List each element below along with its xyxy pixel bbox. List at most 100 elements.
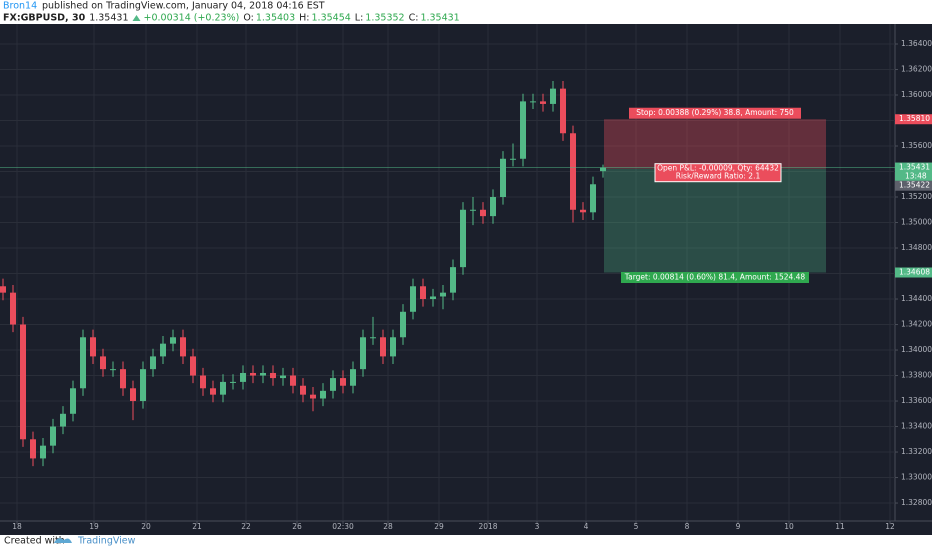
candle-body: [470, 209, 476, 211]
y-tick-label: 1.33000: [901, 473, 932, 482]
x-tick-label: 28: [383, 522, 393, 531]
candles: [0, 80, 606, 467]
entry-price-label: 1.35422: [899, 181, 930, 190]
y-tick-label: 1.33600: [901, 396, 932, 405]
candle-body: [300, 385, 306, 395]
stop-zone: [604, 119, 826, 169]
pnl-box: [654, 163, 782, 183]
x-tick-label: 29: [434, 522, 444, 531]
candle-body: [160, 343, 166, 357]
symbol: FX:GBPUSD, 30: [3, 13, 86, 24]
y-tick-label: 1.34800: [901, 243, 932, 252]
x-tick-label: 19: [89, 522, 99, 531]
candle-body: [20, 324, 26, 440]
candle-body: [180, 337, 186, 357]
candle-body: [270, 372, 276, 379]
candle-body: [60, 413, 66, 427]
candle-body: [240, 372, 246, 382]
last-price-label: 1.35431: [899, 163, 930, 172]
target-price-label: 1.34608: [899, 268, 930, 277]
candle-body: [120, 369, 126, 389]
candle-body: [310, 394, 316, 399]
candle-body: [570, 133, 576, 210]
target-zone: [604, 168, 826, 273]
y-tick-label: 1.33200: [901, 447, 932, 456]
candle-body: [200, 375, 206, 389]
candle-body: [330, 378, 336, 391]
candle-body: [530, 101, 536, 103]
y-tick-label: 1.34000: [901, 345, 932, 354]
ohlc-value: 1.35352: [365, 13, 404, 24]
candle-body: [320, 390, 326, 399]
x-tick-label: 5: [634, 522, 639, 531]
x-tick-label: 4: [584, 522, 589, 531]
x-tick-label: 20: [141, 522, 151, 531]
brand[interactable]: TradingView: [77, 536, 136, 547]
ohlc-value: 1.35431: [420, 13, 459, 24]
candle-body: [100, 356, 106, 370]
position-tool: [604, 119, 826, 273]
candle-body: [250, 372, 256, 376]
stop-price-label-bg: [895, 114, 932, 125]
candle-body: [430, 296, 436, 300]
candle-body: [560, 88, 566, 134]
y-tick-label: 1.32800: [901, 498, 932, 507]
candle-body: [40, 445, 46, 459]
created-with: Created with: [4, 536, 65, 547]
target-box: [621, 272, 809, 283]
candle-body: [490, 197, 496, 217]
candle-body: [390, 337, 396, 357]
y-tick-label: 1.34200: [901, 320, 932, 329]
x-tick-label: 9: [736, 522, 741, 531]
x-tick-label: 11: [835, 522, 845, 531]
candle-body: [280, 375, 286, 379]
candle-body: [380, 337, 386, 357]
y-tick-label: 1.35000: [901, 218, 932, 227]
ohlc-key: H:: [299, 13, 309, 24]
y-tick-label: 1.34400: [901, 294, 932, 303]
author[interactable]: Bron14: [3, 1, 37, 12]
candle-body: [590, 184, 596, 213]
candle-body: [140, 369, 146, 402]
y-tick-label: 1.36400: [901, 39, 932, 48]
candle-body: [150, 356, 156, 370]
candle-body: [170, 337, 176, 344]
candle-body: [190, 356, 196, 376]
last-price-bg: [895, 162, 932, 182]
candle-body: [440, 292, 446, 297]
candle-body: [420, 286, 426, 300]
candle-body: [510, 158, 516, 160]
target-price-label-bg: [895, 267, 932, 278]
x-tick-label: 12: [885, 522, 895, 531]
candle-body: [520, 101, 526, 159]
candle-body: [0, 286, 6, 293]
grid: 1.32800 1.33000 1.33200 1.33400 1.33600 1.338…: [0, 24, 932, 531]
candle-body: [460, 209, 466, 268]
candle-body: [410, 286, 416, 312]
candle-body: [90, 337, 96, 357]
target-label: Target: 0.00814 (0.60%) 81.4, Amount: 15…: [624, 273, 806, 282]
pnl-label: Open P&L: -0.00009, Qty: 64432: [657, 164, 779, 173]
y-tick-label: 1.36200: [901, 65, 932, 74]
ohlc-key: O:: [243, 13, 254, 24]
ohlc-value: 1.35454: [312, 13, 351, 24]
stop-box: [629, 107, 801, 119]
brand-logo: [54, 538, 72, 543]
logo-cloud: [54, 538, 72, 543]
candle-body: [370, 337, 376, 339]
up-arrow: [132, 15, 141, 21]
change: +0.00314 (+0.23%): [144, 13, 240, 24]
candle-body: [30, 439, 36, 459]
candle-body: [350, 369, 356, 386]
y-tick-label: 1.33800: [901, 371, 932, 380]
ohlc-value: 1.35403: [256, 13, 295, 24]
x-tick-label: 18: [12, 522, 22, 531]
y-tick-label: 1.35200: [901, 192, 932, 201]
ratio-label: Risk/Reward Ratio: 2.1: [676, 172, 761, 181]
candle-body: [290, 375, 296, 386]
x-tick-label: 8: [685, 522, 690, 531]
ohlc-key: C:: [409, 13, 419, 24]
candle-body: [70, 388, 76, 414]
candle-body: [260, 372, 266, 376]
